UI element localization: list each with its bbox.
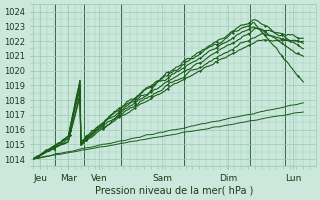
X-axis label: Pression niveau de la mer( hPa ): Pression niveau de la mer( hPa ) <box>95 186 253 196</box>
